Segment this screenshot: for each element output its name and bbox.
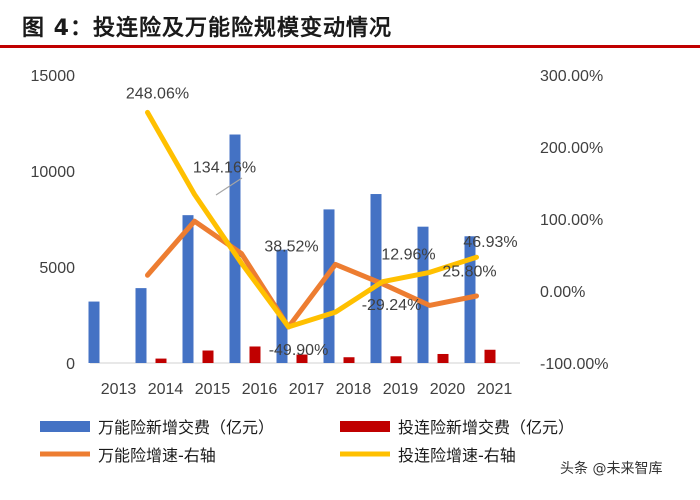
unit-linked-premium-bar xyxy=(390,356,402,363)
unit-linked-premium-bar xyxy=(437,353,449,363)
x-axis-tick-label: 2015 xyxy=(195,381,231,398)
combo-chart: 0 5000 10000 15000 -100.00% 0.00% 100.00% 200.0… xyxy=(31,68,609,465)
x-axis-tick-label: 2020 xyxy=(430,381,466,398)
legend-label: 投连险增速-右轴 xyxy=(398,446,516,465)
right-axis-tick-label: 100.00% xyxy=(540,212,603,229)
data-label: 248.06% xyxy=(126,85,189,102)
universal-growth-line xyxy=(145,218,479,330)
right-axis-tick-label: 300.00% xyxy=(540,68,603,85)
unit-linked-premium-bar xyxy=(155,358,167,363)
x-axis-tick-label: 2017 xyxy=(289,381,325,398)
unit-linked-premium-bar xyxy=(343,357,355,363)
data-label: -49.90% xyxy=(269,342,329,359)
title-divider xyxy=(0,45,700,48)
right-axis-tick-label: -100.00% xyxy=(540,356,609,373)
data-label: 38.52% xyxy=(264,238,318,255)
left-axis-tick-label: 15000 xyxy=(31,68,76,85)
universal-premium-bar xyxy=(276,249,288,363)
right-axis-tick-label: 200.00% xyxy=(540,140,603,157)
x-axis-tick-label: 2016 xyxy=(242,381,278,398)
legend-swatch xyxy=(40,421,90,432)
legend-label: 万能险新增交费（亿元） xyxy=(98,418,274,437)
left-axis-tick-label: 5000 xyxy=(39,260,75,277)
legend-label: 投连险新增交费（亿元） xyxy=(398,418,574,437)
universal-premium-bar xyxy=(417,226,429,363)
legend-label: 万能险增速-右轴 xyxy=(98,446,216,465)
unit-linked-premium-bar xyxy=(249,346,261,363)
universal-premium-bar xyxy=(135,288,147,363)
x-axis-tick-label: 2021 xyxy=(477,381,513,398)
x-axis-tick-label: 2019 xyxy=(383,381,419,398)
x-axis-tick-label: 2018 xyxy=(336,381,372,398)
right-axis-tick-label: 0.00% xyxy=(540,284,585,301)
chart-title: 图 4：投连险及万能险规模变动情况 xyxy=(22,16,392,41)
universal-premium-bar xyxy=(182,215,194,363)
unit-linked-premium-bar xyxy=(202,350,214,363)
data-label: 12.96% xyxy=(381,247,435,264)
universal-premium-bar xyxy=(323,209,335,363)
unit-linked-premium-bar xyxy=(296,354,308,363)
data-label: 134.16% xyxy=(193,159,256,176)
watermark-text: 头条 @未来智库 xyxy=(560,461,663,477)
legend-swatch xyxy=(340,421,390,432)
left-axis-tick-label: 10000 xyxy=(31,164,76,181)
x-axis-tick-label: 2013 xyxy=(101,381,137,398)
unit-linked-premium-bar xyxy=(484,349,496,363)
data-label: 46.93% xyxy=(463,234,517,251)
left-axis-tick-label: 0 xyxy=(66,356,75,373)
title-bar: 图 4：投连险及万能险规模变动情况 xyxy=(0,0,700,48)
universal-premium-bar xyxy=(88,301,100,363)
annotation-leader-line xyxy=(215,177,243,196)
x-axis-tick-label: 2014 xyxy=(148,381,184,398)
unit-linked-growth-line xyxy=(145,109,479,330)
data-label: -29.24% xyxy=(362,297,422,314)
data-label: 25.80% xyxy=(442,263,496,280)
